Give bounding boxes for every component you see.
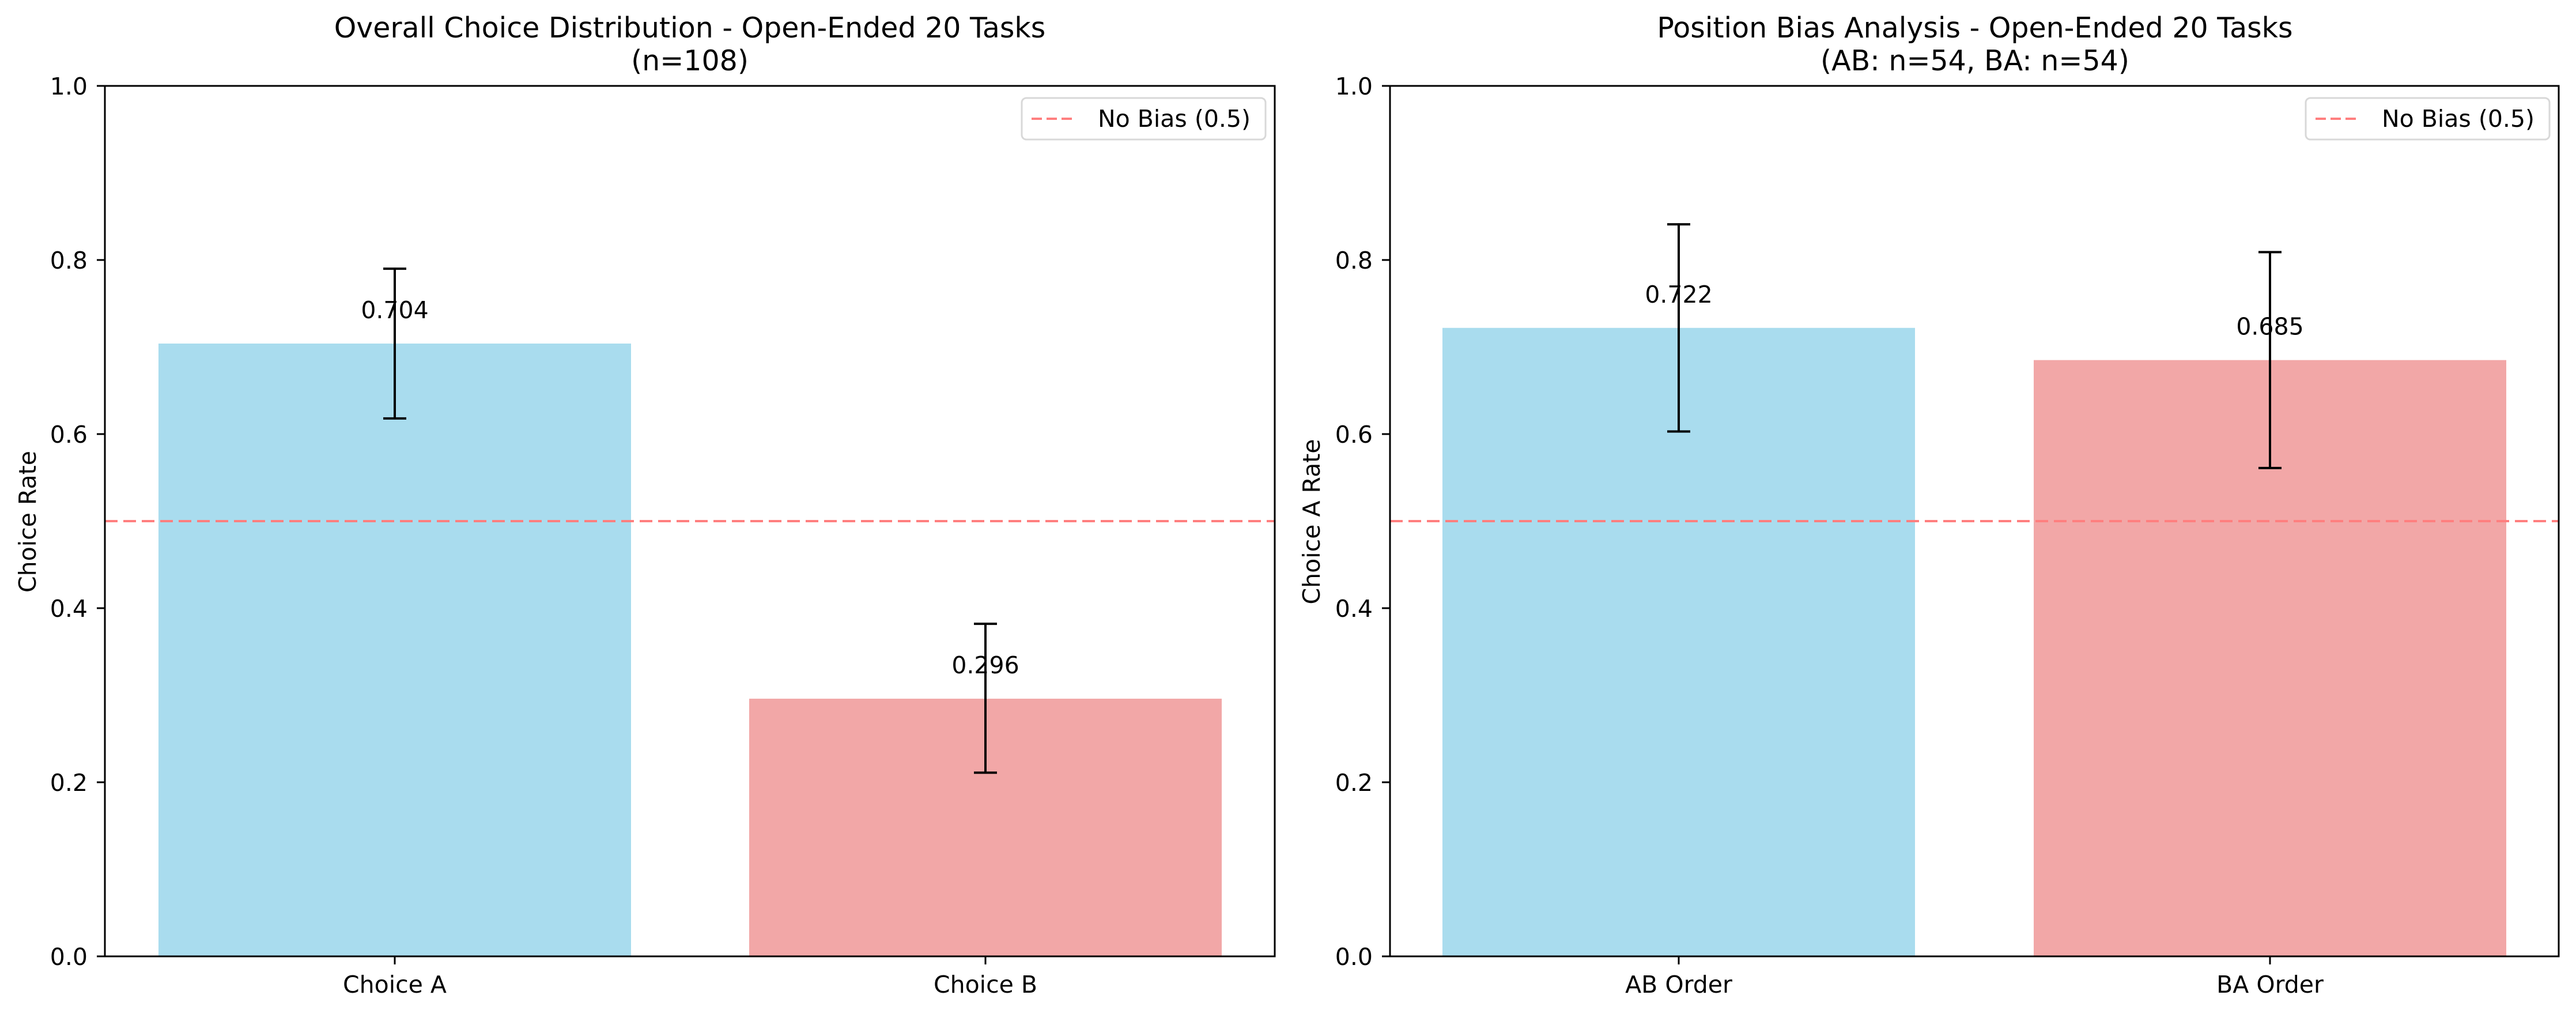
y-tick-label: 0.8 <box>1335 247 1373 274</box>
y-tick-label: 1.0 <box>50 73 88 100</box>
legend-box <box>1021 97 1267 141</box>
chart-right-frame <box>1389 85 2560 958</box>
chart-right-errorbars <box>1667 223 2282 469</box>
chart-left-legend: No Bias (0.5) <box>1021 97 1267 141</box>
y-tick-label: 0.8 <box>50 247 88 274</box>
x-tick-label: BA Order <box>2216 971 2324 998</box>
value-label-ab-order: 0.722 <box>1645 281 1712 308</box>
value-label-choice-a: 0.704 <box>361 296 428 324</box>
x-tick-label: Choice B <box>934 971 1037 998</box>
chart-left-frame <box>104 85 1276 958</box>
chart-right-subtitle: (AB: n=54, BA: n=54) <box>1820 44 2129 77</box>
chart-left-title: Overall Choice Distribution - Open-Ended… <box>334 12 1046 44</box>
y-tick-label: 1.0 <box>1335 73 1373 100</box>
chart-right-value-labels: 0.722 0.685 <box>1645 281 2303 341</box>
y-tick-label: 0.0 <box>1335 943 1373 971</box>
legend-label: No Bias (0.5) <box>2382 105 2535 133</box>
chart-left-errorbars <box>383 267 997 774</box>
chart-right: Position Bias Analysis - Open-Ended 20 T… <box>1298 12 2560 998</box>
chart-right-yticks: 0.0 0.2 0.4 0.6 0.8 1.0 <box>1335 73 1390 971</box>
chart-right-ylabel: Choice A Rate <box>1298 439 1325 605</box>
chart-left-yticks: 0.0 0.2 0.4 0.6 0.8 1.0 <box>50 73 105 971</box>
legend-box <box>2305 97 2551 141</box>
bar-ab-order <box>1442 327 1915 956</box>
chart-right-xticks: AB Order BA Order <box>1625 956 2324 998</box>
value-label-choice-b: 0.296 <box>951 651 1019 679</box>
chart-right-title: Position Bias Analysis - Open-Ended 20 T… <box>1657 12 2292 44</box>
chart-left-xticks: Choice A Choice B <box>343 956 1037 998</box>
legend-label: No Bias (0.5) <box>1098 105 1251 133</box>
y-tick-label: 0.4 <box>1335 595 1373 623</box>
value-label-ba-order: 0.685 <box>2236 313 2303 341</box>
chart-right-bars <box>1442 327 2506 956</box>
chart-left-ylabel: Choice Rate <box>14 451 41 593</box>
chart-right-legend: No Bias (0.5) <box>2305 97 2551 141</box>
chart-left-value-labels: 0.704 0.296 <box>361 296 1019 679</box>
y-tick-label: 0.6 <box>1335 421 1373 448</box>
chart-left-subtitle: (n=108) <box>631 44 749 77</box>
y-tick-label: 0.0 <box>50 943 88 971</box>
bar-choice-a <box>158 343 631 957</box>
x-tick-label: Choice A <box>343 971 447 998</box>
x-tick-label: AB Order <box>1625 971 1732 998</box>
chart-left: Overall Choice Distribution - Open-Ended… <box>14 12 1276 998</box>
y-tick-label: 0.4 <box>50 595 88 623</box>
y-tick-label: 0.2 <box>50 769 88 797</box>
y-tick-label: 0.6 <box>50 421 88 448</box>
chart-left-bars <box>158 343 1222 957</box>
y-tick-label: 0.2 <box>1335 769 1373 797</box>
